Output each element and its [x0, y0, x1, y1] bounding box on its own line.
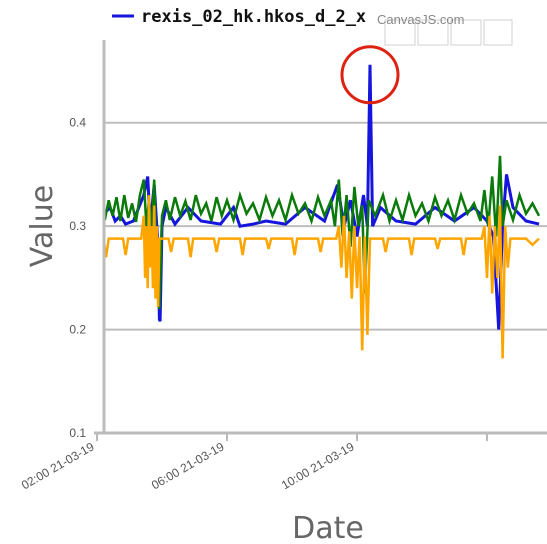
- legend-entry: rexis_02_hk.hkos_d_2_x: [141, 7, 366, 27]
- gridlines: [104, 121, 547, 331]
- menu-button[interactable]: [483, 19, 513, 46]
- canvasjs-credit[interactable]: CanvasJS.com: [377, 12, 464, 27]
- pan-button[interactable]: [417, 19, 449, 46]
- legend: rexis_02_hk.hkos_d_2_x: [112, 7, 366, 27]
- y-axis-title: Value: [25, 185, 60, 267]
- y-tick-label-1: 0.2: [69, 323, 86, 337]
- highlight-marker: [340, 45, 400, 105]
- x-tick-label-0: 02:00 21-03-19: [19, 439, 97, 492]
- series-layer: [104, 64, 541, 359]
- y-axis-tick-labels: 0.1 0.2 0.3 0.4: [69, 116, 86, 440]
- x-tick-label-1: 06:00 21-03-19: [149, 439, 227, 492]
- reset-button[interactable]: [450, 19, 482, 46]
- chart-toolbar: [384, 19, 513, 46]
- x-axis-title: Date: [292, 511, 364, 544]
- x-tick-label-2: 10:00 21-03-19: [279, 439, 357, 492]
- y-tick-label-2: 0.3: [69, 219, 86, 233]
- zoom-button[interactable]: [384, 19, 416, 46]
- x-axis-tick-labels: 02:00 21-03-19 06:00 21-03-19 10:00 21-03-…: [19, 439, 357, 492]
- series-line-3: [104, 195, 540, 359]
- y-tick-label-3: 0.4: [69, 116, 86, 130]
- y-tick-label-0: 0.1: [69, 426, 86, 440]
